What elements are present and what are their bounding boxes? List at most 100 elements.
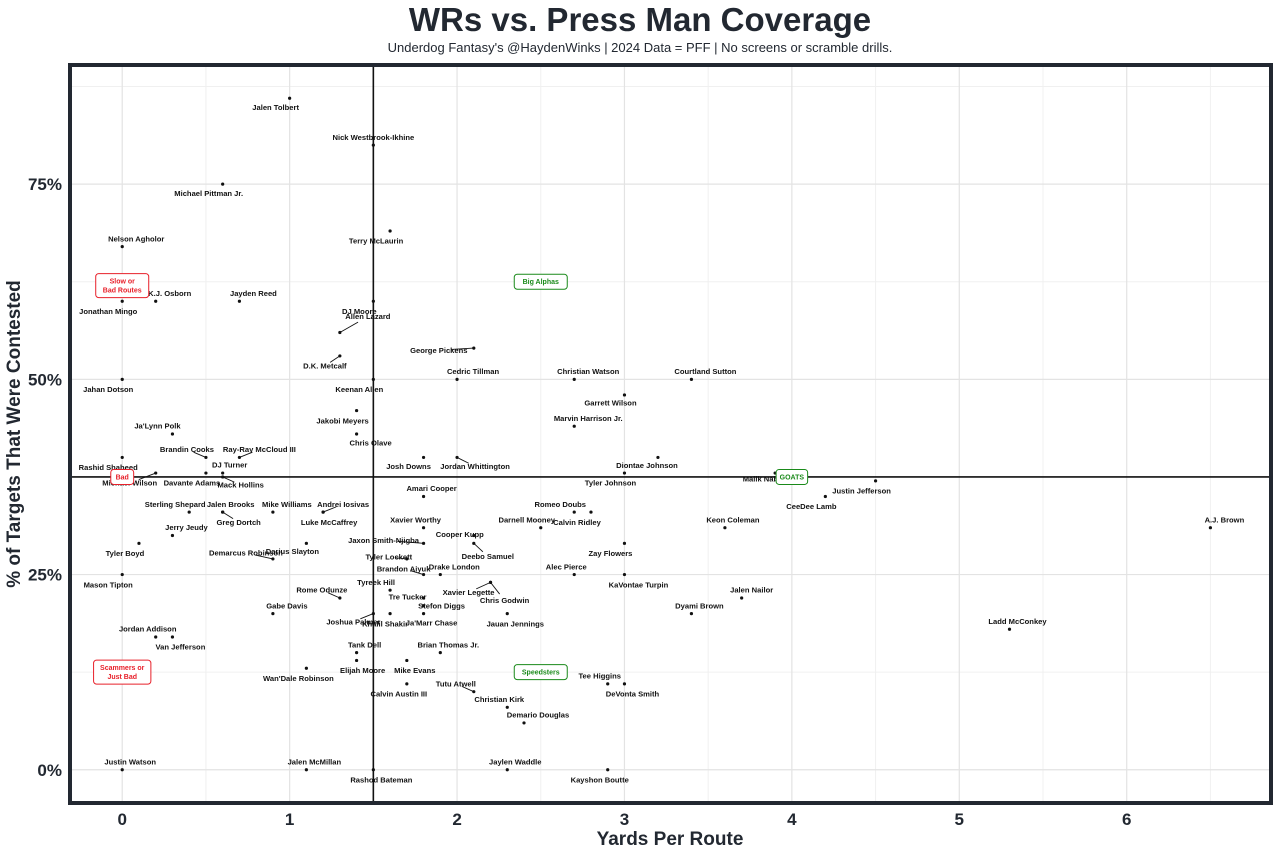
point-label: Tee Higgins bbox=[578, 672, 620, 681]
annotation-box bbox=[775, 468, 809, 485]
point-label: Rome Odunze bbox=[296, 586, 347, 595]
point-label: Khalil Shakir bbox=[362, 619, 408, 628]
point-label: Alec Pierce bbox=[546, 562, 587, 571]
data-point bbox=[622, 471, 627, 475]
point-label: Ja'Lynn Polk bbox=[134, 422, 181, 431]
data-point bbox=[388, 611, 392, 616]
point-label: Cooper Kupp bbox=[436, 530, 484, 539]
annotation-box bbox=[95, 273, 150, 299]
data-point bbox=[622, 682, 627, 686]
label-connector bbox=[395, 557, 407, 560]
point-label: George Pickens bbox=[410, 346, 467, 355]
label-connector bbox=[490, 582, 500, 595]
point-label: Ja'Marr Chase bbox=[406, 618, 458, 627]
data-point bbox=[455, 377, 459, 381]
data-point bbox=[472, 690, 476, 694]
annotation-text: Slow or bbox=[110, 279, 136, 286]
x-tick-label: 2 bbox=[452, 810, 461, 829]
data-point bbox=[622, 572, 627, 577]
data-point bbox=[405, 658, 409, 663]
point-label: Mike Williams bbox=[262, 500, 312, 509]
data-point bbox=[572, 572, 576, 577]
point-label: Josh Downs bbox=[386, 462, 431, 471]
x-tick-label: 5 bbox=[955, 810, 964, 829]
point-label: Christian Watson bbox=[557, 367, 620, 376]
data-point bbox=[120, 768, 124, 772]
data-point bbox=[237, 299, 242, 303]
point-label: A.J. Brown bbox=[1205, 515, 1245, 524]
data-point bbox=[740, 596, 744, 600]
data-point bbox=[288, 96, 292, 100]
data-point bbox=[120, 244, 124, 249]
x-tick-label: 0 bbox=[117, 810, 126, 829]
data-point bbox=[438, 572, 442, 577]
point-label: Calvin Ridley bbox=[553, 518, 601, 527]
grid-lines bbox=[72, 67, 1269, 801]
annotation-text: Scammers or bbox=[100, 665, 145, 672]
label-connector bbox=[397, 540, 424, 544]
data-point bbox=[421, 541, 426, 545]
point-label: Tyler Boyd bbox=[106, 549, 145, 558]
y-tick-label: 25% bbox=[28, 566, 62, 585]
point-label: Tank Dell bbox=[348, 640, 381, 649]
point-label: Wan'Dale Robinson bbox=[263, 674, 334, 683]
point-label: Mack Hollins bbox=[217, 481, 263, 490]
point-label: K.J. Osborn bbox=[148, 289, 191, 298]
point-labels: Jalen Tolbert Nick Westbrook-Ikhine Michae… bbox=[79, 103, 1245, 785]
data-point bbox=[170, 432, 175, 436]
point-label: Cedric Tillman bbox=[447, 367, 500, 376]
quadrant-annotations: Slow or Bad Routes Bad Scammers or Just Bad B… bbox=[93, 273, 809, 685]
point-label: Kayshon Boutte bbox=[571, 775, 629, 784]
point-label: Davante Adams bbox=[164, 479, 221, 488]
point-label: Jalen McMillan bbox=[288, 757, 342, 766]
point-label: Gabe Davis bbox=[266, 601, 307, 610]
data-point bbox=[472, 533, 476, 538]
label-connector bbox=[456, 457, 469, 464]
x-tick-label: 4 bbox=[787, 810, 797, 829]
data-point bbox=[723, 526, 727, 530]
point-label: Chris Godwin bbox=[480, 596, 530, 605]
data-point bbox=[522, 721, 526, 725]
point-label: Jaxon Smith-Njigba bbox=[348, 536, 420, 545]
data-point bbox=[355, 651, 359, 655]
data-point bbox=[606, 682, 610, 686]
label-connector bbox=[451, 347, 474, 350]
point-label: Nick Westbrook-Ikhine bbox=[332, 133, 414, 142]
point-label: Ray-Ray McCloud III bbox=[223, 445, 296, 454]
plot-frame bbox=[68, 63, 1273, 805]
annotation-text: Big Alphas bbox=[523, 279, 559, 286]
reference-lines bbox=[72, 67, 1269, 801]
annotation-text: Bad bbox=[116, 474, 129, 481]
point-label: DJ Turner bbox=[212, 461, 247, 470]
data-point bbox=[371, 377, 375, 381]
point-label: Keenan Allen bbox=[335, 385, 383, 394]
point-label: Michael Pittman Jr. bbox=[174, 189, 243, 198]
point-label: DeVonta Smith bbox=[606, 690, 660, 699]
label-connector bbox=[339, 321, 359, 333]
point-label: Jauan Jennings bbox=[487, 619, 544, 628]
point-label: Stefon Diggs bbox=[418, 601, 465, 610]
label-connector bbox=[473, 542, 484, 553]
point-label: Jaylen Waddle bbox=[489, 757, 541, 766]
annotation-text: Speedsters bbox=[522, 670, 560, 677]
point-label: Rashod Bateman bbox=[350, 775, 412, 784]
point-label: Zay Flowers bbox=[589, 549, 633, 558]
y-tick-label: 50% bbox=[28, 370, 62, 389]
point-label: Terry McLaurin bbox=[349, 237, 404, 246]
data-point bbox=[221, 182, 225, 186]
label-connector bbox=[222, 511, 234, 519]
data-point bbox=[622, 393, 627, 397]
point-label: DJ Moore bbox=[342, 307, 377, 316]
data-point bbox=[405, 682, 409, 686]
x-tick-label: 3 bbox=[620, 810, 629, 829]
data-point bbox=[622, 541, 627, 545]
data-point bbox=[204, 471, 208, 475]
data-point bbox=[823, 494, 827, 499]
x-axis-label: Yards Per Route bbox=[597, 829, 744, 850]
data-point bbox=[606, 768, 610, 772]
data-point bbox=[304, 666, 308, 670]
data-point bbox=[120, 572, 124, 577]
data-point bbox=[438, 651, 442, 655]
point-label: Calvin Austin III bbox=[370, 690, 427, 699]
